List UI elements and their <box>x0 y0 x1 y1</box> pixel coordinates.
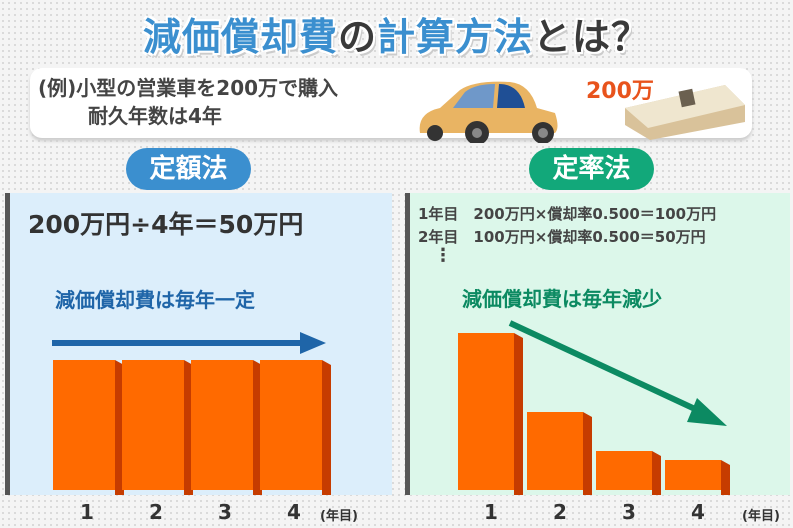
straight-line-caption: 減価償却費は毎年一定 <box>55 288 255 312</box>
x-tick-label: 4 <box>691 500 705 524</box>
chart-bar <box>596 450 661 490</box>
x-tick-label: 2 <box>149 500 163 524</box>
decreasing-arrow-icon <box>508 320 727 426</box>
chart-bar <box>458 333 523 490</box>
car-icon <box>419 81 558 143</box>
method-pill-straight-line: 定額法 <box>126 148 251 190</box>
chart-bar <box>191 360 262 490</box>
x-tick-label: 2 <box>553 500 567 524</box>
formula-year2: 2年目 100万円×償却率0.500＝50万円 <box>418 228 706 246</box>
x-tick-label: 1 <box>484 500 498 524</box>
declining-caption: 減価償却費は毎年減少 <box>462 287 662 311</box>
title-part: 減価償却費 <box>142 15 338 59</box>
x-tick-label: 3 <box>622 500 636 524</box>
chart-bar <box>53 360 124 490</box>
method-pill-declining: 定率法 <box>529 148 654 190</box>
x-tick-label: 4 <box>287 500 301 524</box>
title-part: とは？ <box>533 15 651 59</box>
constant-arrow-icon <box>52 332 326 354</box>
x-tick-label: 3 <box>218 500 232 524</box>
x-tick-label: 1 <box>80 500 94 524</box>
example-line1: (例)小型の営業車を200万で購入 <box>38 76 339 100</box>
page-title: 減価償却費の計算方法とは？ <box>0 6 793 61</box>
formula-year1: 1年目 200万円×償却率0.500＝100万円 <box>418 205 717 223</box>
straight-line-formula: 200万円÷4年＝50万円 <box>28 210 304 239</box>
chart-bar <box>260 360 331 490</box>
price-label: 200万 <box>586 79 654 104</box>
chart-bar <box>665 460 730 490</box>
x-axis-unit: (年目) <box>742 509 780 524</box>
ellipsis: ⋮ <box>434 245 452 266</box>
title-part: 計算方法 <box>377 15 534 59</box>
chart-bar <box>122 360 193 490</box>
title-part: の <box>337 15 377 59</box>
money-stack-icon <box>625 85 745 140</box>
example-line2: 耐久年数は4年 <box>88 104 222 128</box>
x-axis-unit: (年目) <box>320 509 358 524</box>
chart-bar <box>527 411 592 490</box>
